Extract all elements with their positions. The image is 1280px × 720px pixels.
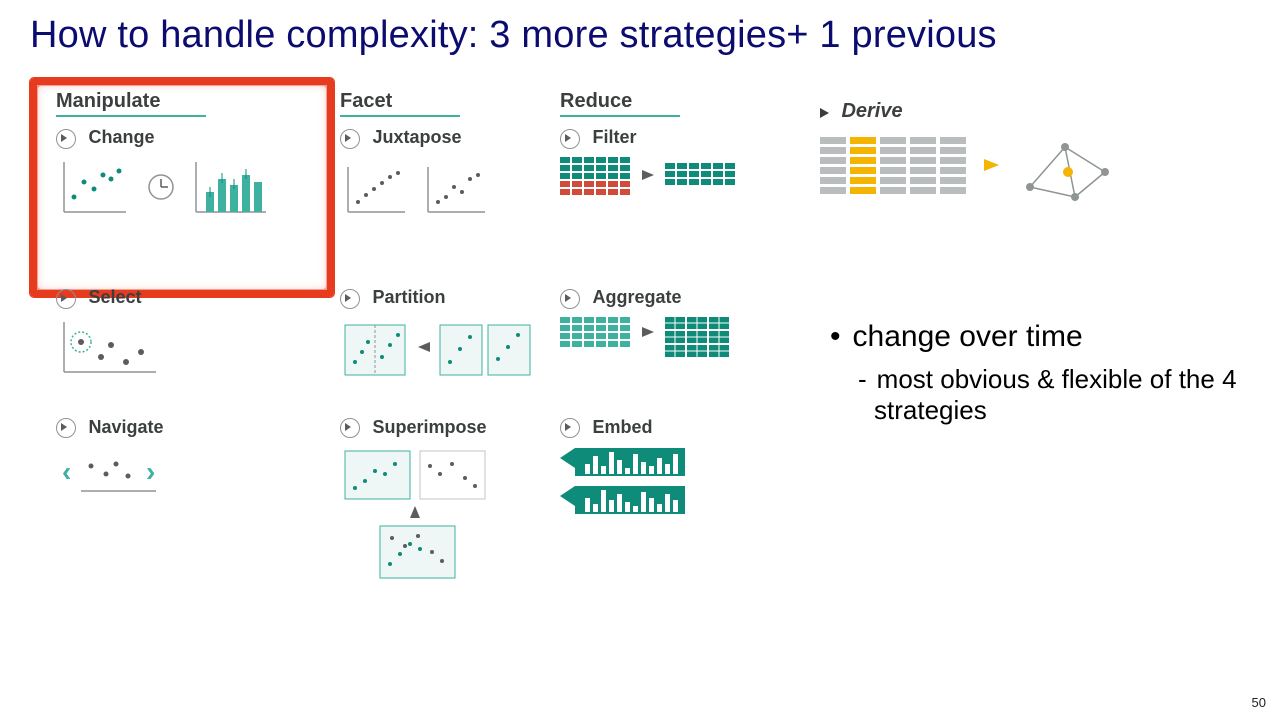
slide-title: How to handle complexity: 3 more strateg…: [30, 14, 997, 57]
navigate-label: Navigate: [88, 417, 163, 437]
underline: [56, 115, 206, 117]
derive-icon: [820, 137, 1240, 232]
underline: [560, 115, 680, 117]
item-select: Select: [56, 287, 256, 387]
bullet-points: change over time most obvious & flexible…: [830, 320, 1250, 426]
underline: [340, 115, 460, 117]
superimpose-icon: [340, 446, 540, 586]
partition-icon: [340, 317, 540, 387]
bullet-main: change over time: [830, 320, 1250, 354]
item-aggregate: Aggregate: [560, 287, 760, 387]
bullet-icon: [560, 289, 580, 309]
embed-label: Embed: [592, 417, 652, 437]
bullet-icon: [340, 418, 360, 438]
derive-block: Derive: [820, 100, 1240, 232]
juxtapose-icon: [340, 157, 540, 227]
filter-label: Filter: [592, 127, 636, 147]
column-reduce: Reduce Filter: [560, 90, 760, 566]
superimpose-label: Superimpose: [372, 417, 486, 437]
change-label: Change: [88, 127, 154, 147]
item-navigate: Navigate ‹ ›: [56, 417, 256, 517]
item-change: Change: [56, 127, 256, 227]
bullet-icon: [56, 418, 76, 438]
derive-label: Derive: [841, 100, 902, 122]
item-superimpose: Superimpose: [340, 417, 540, 587]
change-icon: [56, 157, 256, 227]
page-number: 50: [1252, 695, 1266, 710]
juxtapose-label: Juxtapose: [372, 127, 461, 147]
bullet-icon: [560, 418, 580, 438]
column-facet: Facet Juxtapose: [340, 90, 540, 616]
embed-icon: [560, 446, 760, 536]
item-filter: Filter: [560, 127, 760, 227]
partition-label: Partition: [372, 287, 445, 307]
column-manipulate: Manipulate Change: [56, 90, 256, 546]
reduce-header: Reduce: [560, 90, 760, 113]
facet-header: Facet: [340, 90, 540, 113]
bullet-icon: [340, 289, 360, 309]
bullet-sub: most obvious & flexible of the 4 strateg…: [858, 364, 1250, 426]
bullet-icon: [56, 289, 76, 309]
select-label: Select: [88, 287, 141, 307]
bullet-icon: [340, 129, 360, 149]
navigate-icon: ‹ ›: [56, 446, 256, 516]
aggregate-icon: [560, 317, 760, 387]
item-embed: Embed: [560, 417, 760, 537]
bullet-icon: [560, 129, 580, 149]
svg-text:›: ›: [146, 456, 155, 487]
arrow-icon: [820, 108, 829, 118]
select-icon: [56, 317, 256, 387]
aggregate-label: Aggregate: [592, 287, 681, 307]
svg-text:‹: ‹: [62, 456, 71, 487]
item-partition: Partition: [340, 287, 540, 387]
bullet-icon: [56, 129, 76, 149]
filter-icon: [560, 157, 760, 227]
manipulate-header: Manipulate: [56, 90, 256, 113]
item-juxtapose: Juxtapose: [340, 127, 540, 227]
